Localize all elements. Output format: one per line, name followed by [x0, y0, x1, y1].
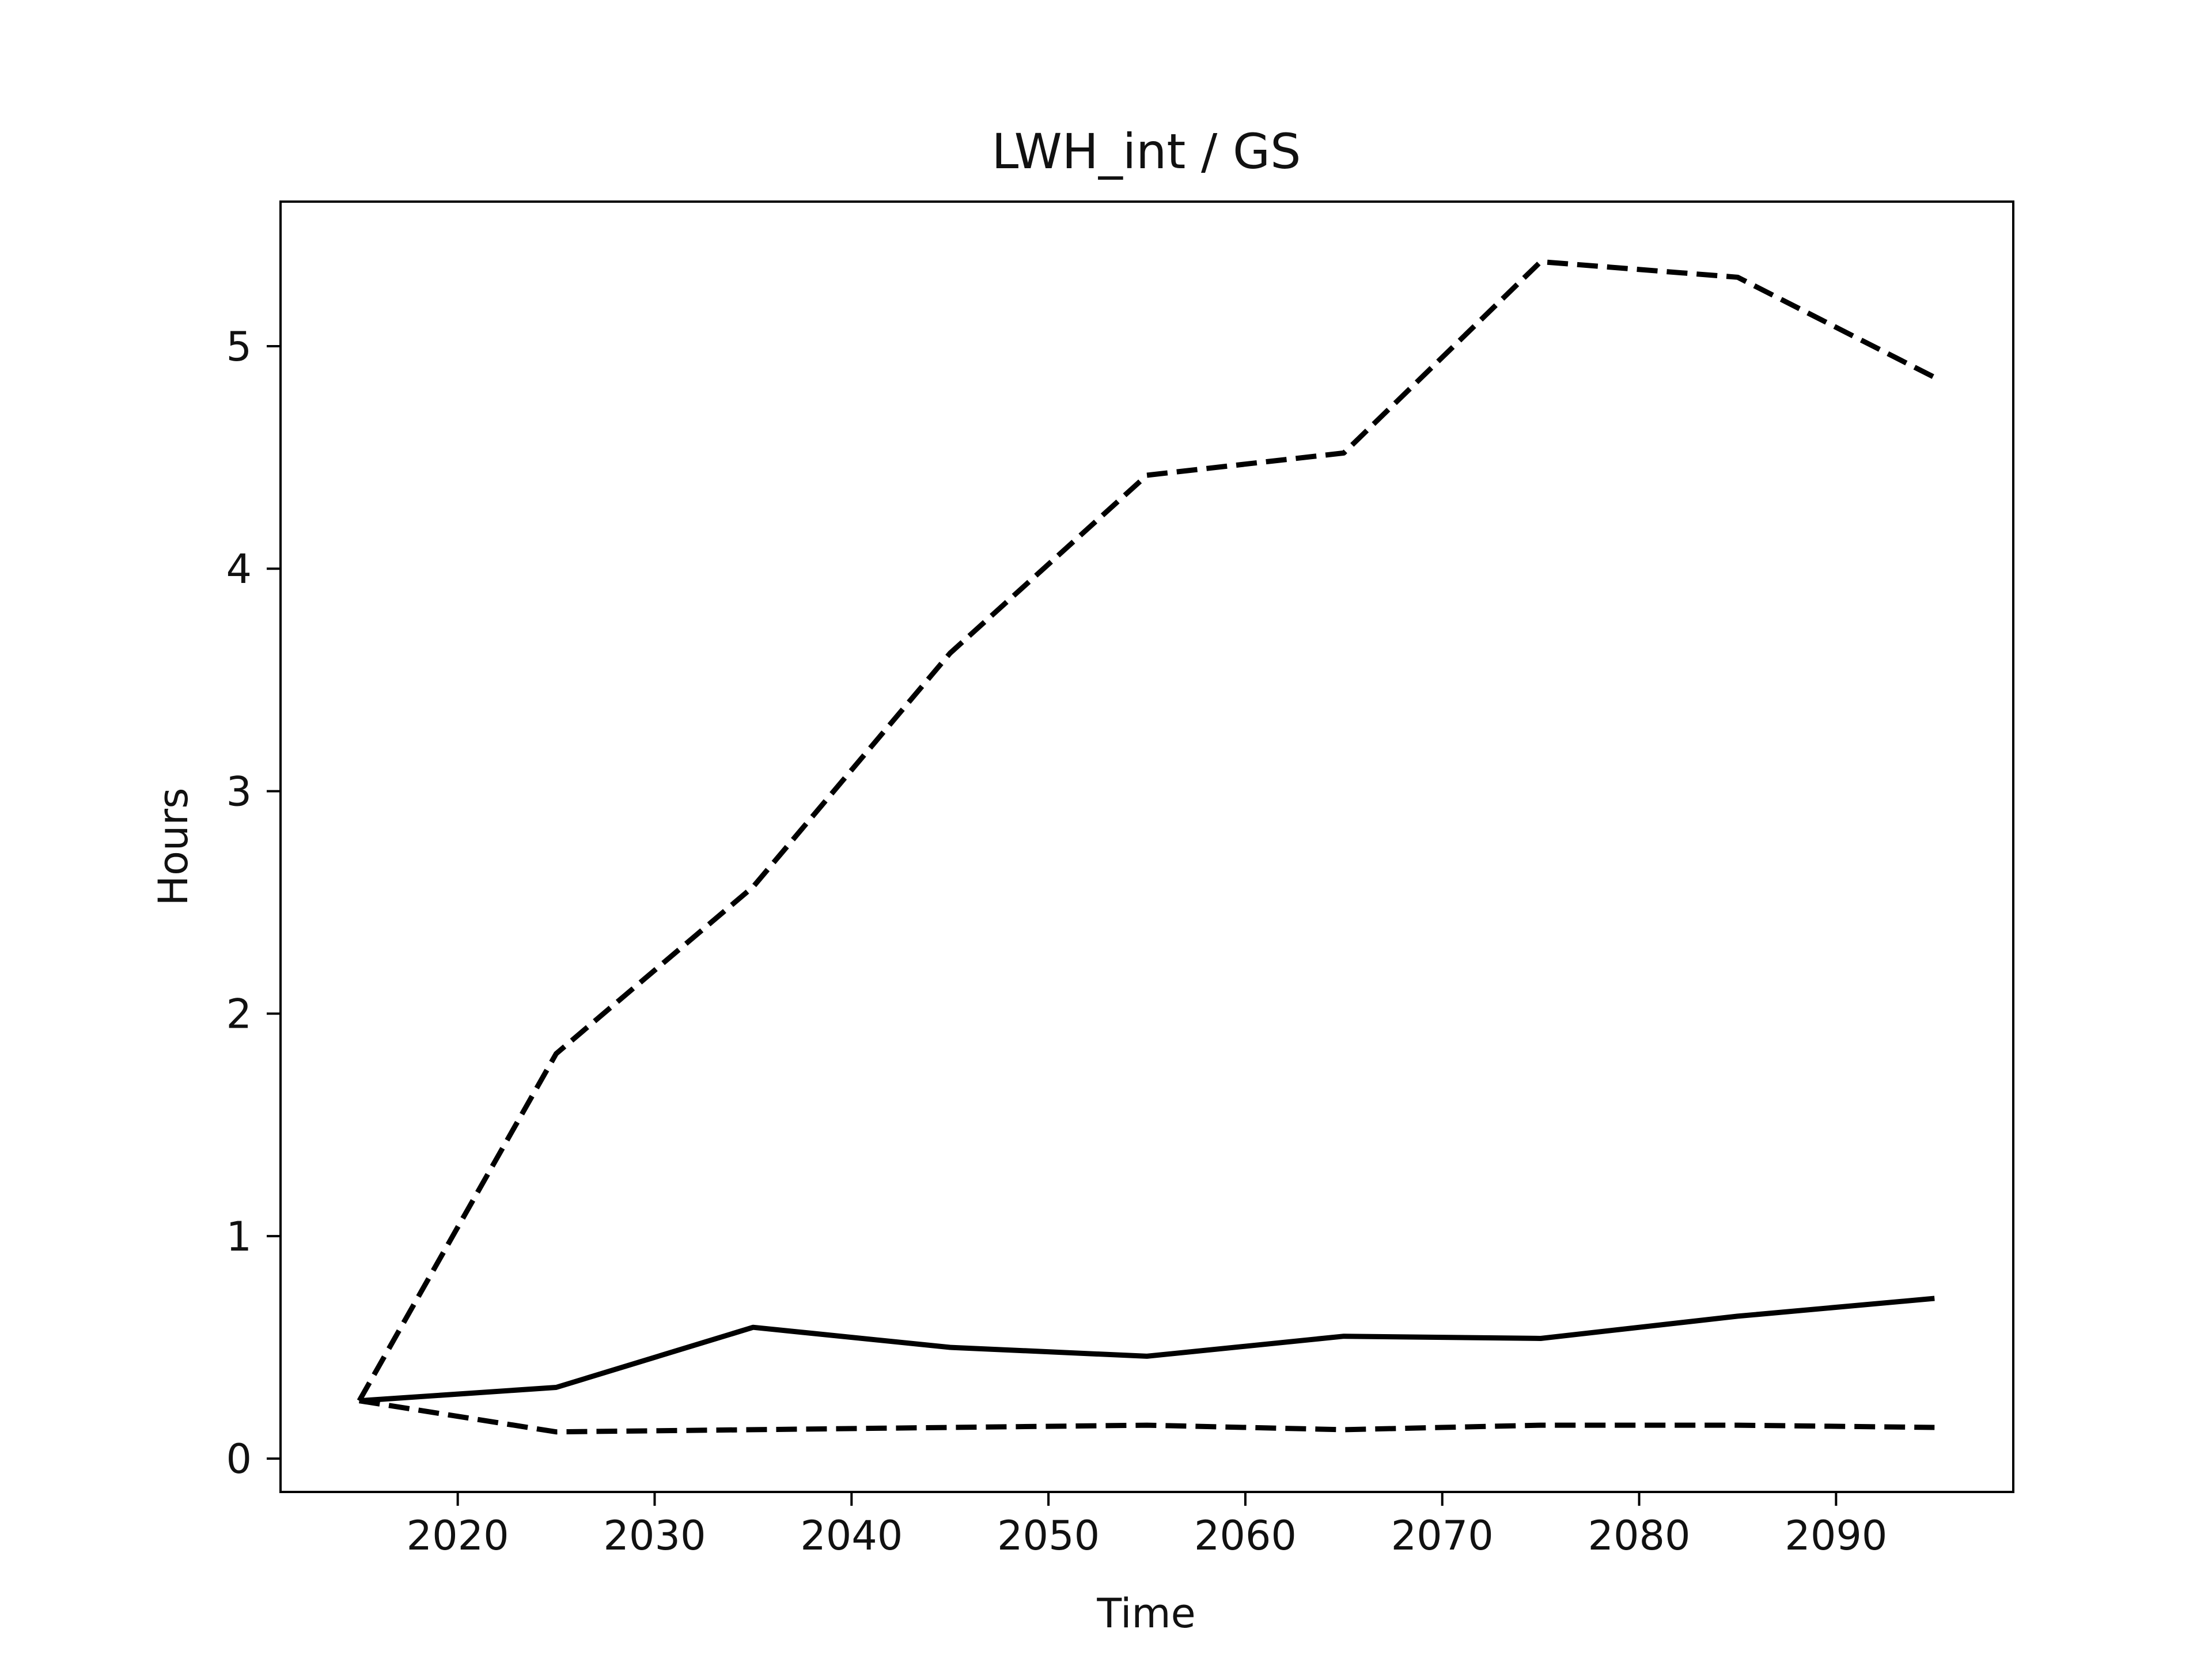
- x-tick-label: 2080: [1588, 1512, 1690, 1559]
- x-axis-ticks: 2020 2030 2040 2050 2060 2070 2080 2090: [407, 1492, 1887, 1559]
- series-line-3-dashed: [358, 1398, 1935, 1435]
- y-axis-ticks: 0 1 2 3 4 5: [226, 323, 281, 1483]
- x-tick-label: 2060: [1194, 1512, 1297, 1559]
- series-line-2-dashed: [357, 259, 1936, 1402]
- y-tick-label: 0: [226, 1435, 252, 1483]
- y-tick-label: 2: [226, 991, 252, 1038]
- x-tick-label: 2020: [407, 1512, 509, 1559]
- x-tick-label: 2050: [997, 1512, 1100, 1559]
- y-axis-label: Hours: [150, 787, 197, 906]
- chart-title: LWH_int / GS: [992, 123, 1301, 180]
- x-tick-label: 2040: [800, 1512, 903, 1559]
- y-tick-label: 3: [226, 768, 252, 815]
- series-line-1-solid: [359, 1296, 1935, 1404]
- x-axis-label: Time: [1096, 1590, 1195, 1637]
- plot-lines: [357, 259, 1936, 1435]
- x-tick-label: 2090: [1785, 1512, 1887, 1559]
- y-tick-label: 4: [226, 546, 252, 593]
- y-tick-label: 5: [226, 323, 252, 370]
- x-tick-label: 2070: [1391, 1512, 1494, 1559]
- plot-frame: [279, 200, 2014, 1493]
- x-tick-label: 2030: [603, 1512, 706, 1559]
- y-tick-label: 1: [226, 1213, 252, 1260]
